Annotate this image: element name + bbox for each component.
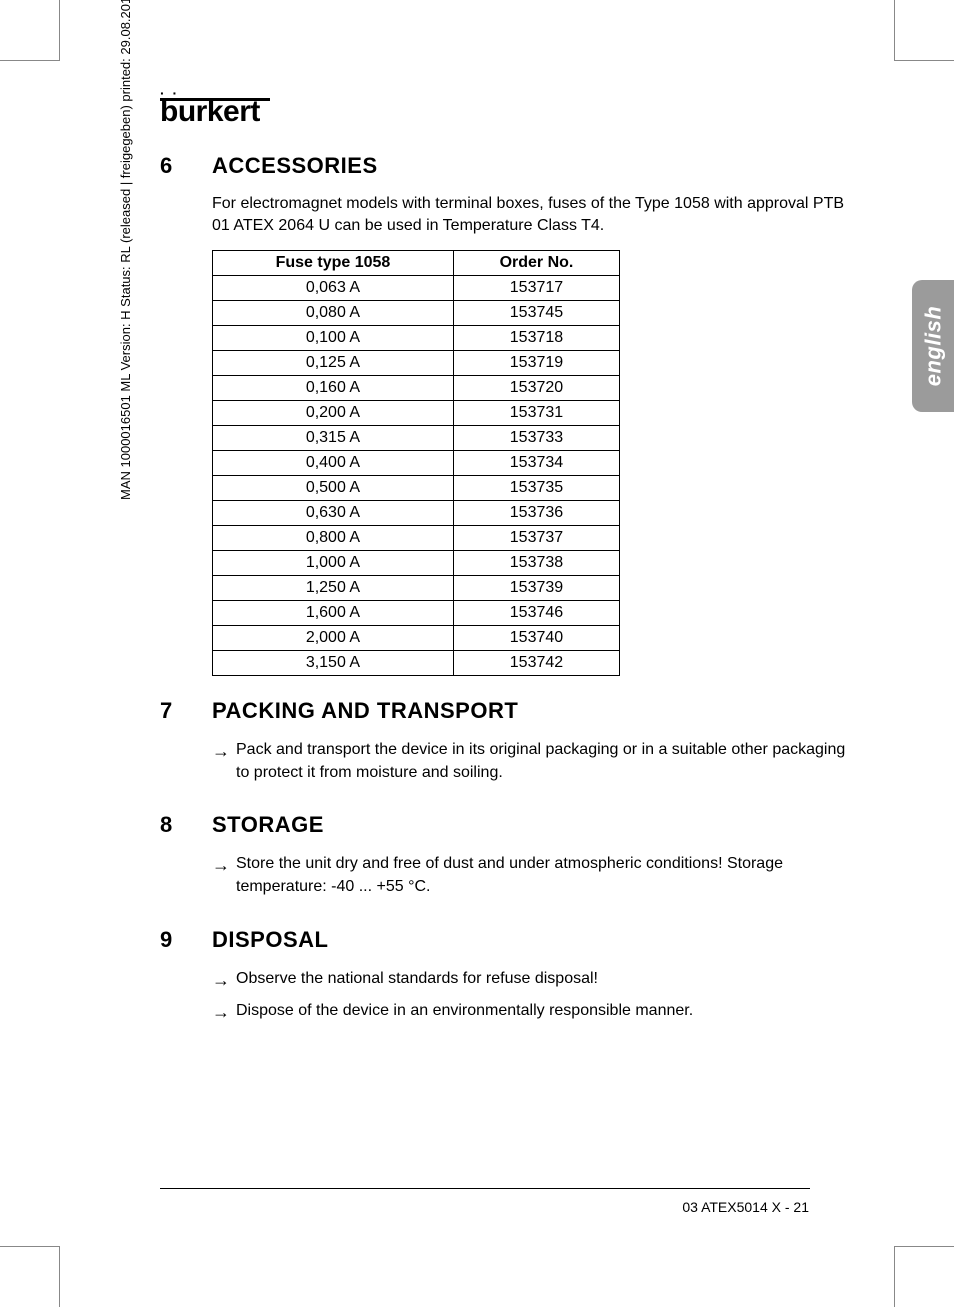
bullet-text: Observe the national standards for refus… xyxy=(236,967,598,993)
language-tab: english xyxy=(912,280,954,412)
table-cell: 153745 xyxy=(453,300,619,325)
language-tab-label: english xyxy=(920,306,946,387)
table-cell: 0,500 A xyxy=(213,475,454,500)
table-cell: 153735 xyxy=(453,475,619,500)
table-row: 0,400 A153734 xyxy=(213,450,620,475)
table-cell: 0,063 A xyxy=(213,275,454,300)
table-cell: 0,200 A xyxy=(213,400,454,425)
section-number: 7 xyxy=(160,698,212,790)
table-cell: 153746 xyxy=(453,600,619,625)
table-row: 1,000 A153738 xyxy=(213,550,620,575)
table-cell: 0,315 A xyxy=(213,425,454,450)
section-title: PACKING AND TRANSPORT xyxy=(212,698,860,724)
arrow-icon: → xyxy=(212,999,236,1025)
bullet-text: Pack and transport the device in its ori… xyxy=(236,738,860,784)
page-footer: 03 ATEX5014 X - 21 xyxy=(682,1199,809,1215)
table-cell: 153717 xyxy=(453,275,619,300)
section-title: ACCESSORIES xyxy=(212,153,860,179)
section-disposal: 9 DISPOSAL →Observe the national standar… xyxy=(160,927,860,1031)
crop-mark xyxy=(894,1246,954,1247)
table-row: 0,800 A153737 xyxy=(213,525,620,550)
table-row: 3,150 A153742 xyxy=(213,650,620,675)
table-cell: 0,080 A xyxy=(213,300,454,325)
table-cell: 3,150 A xyxy=(213,650,454,675)
table-row: 0,080 A153745 xyxy=(213,300,620,325)
section-number: 8 xyxy=(160,812,212,904)
table-row: 0,160 A153720 xyxy=(213,375,620,400)
crop-mark xyxy=(0,60,60,61)
arrow-icon: → xyxy=(212,738,236,784)
section-accessories: 6 ACCESSORIES For electromagnet models w… xyxy=(160,153,860,676)
section-title: STORAGE xyxy=(212,812,860,838)
table-cell: 153718 xyxy=(453,325,619,350)
crop-mark xyxy=(894,0,912,60)
table-cell: 153740 xyxy=(453,625,619,650)
crop-mark xyxy=(42,1247,60,1307)
section-number: 9 xyxy=(160,927,212,1031)
bullet-item: →Observe the national standards for refu… xyxy=(212,967,860,993)
table-header: Fuse type 1058 xyxy=(213,250,454,275)
table-cell: 1,250 A xyxy=(213,575,454,600)
table-cell: 0,630 A xyxy=(213,500,454,525)
table-cell: 153742 xyxy=(453,650,619,675)
page-content: burkert 6 ACCESSORIES For electromagnet … xyxy=(160,95,860,1053)
table-row: 0,125 A153719 xyxy=(213,350,620,375)
bullet-item: →Dispose of the device in an environment… xyxy=(212,999,860,1025)
table-row: 0,200 A153731 xyxy=(213,400,620,425)
table-cell: 0,100 A xyxy=(213,325,454,350)
table-row: 0,315 A153733 xyxy=(213,425,620,450)
table-cell: 1,000 A xyxy=(213,550,454,575)
arrow-icon: → xyxy=(212,852,236,898)
table-cell: 0,400 A xyxy=(213,450,454,475)
section-storage: 8 STORAGE →Store the unit dry and free o… xyxy=(160,812,860,904)
table-row: 0,500 A153735 xyxy=(213,475,620,500)
table-row: 2,000 A153740 xyxy=(213,625,620,650)
table-cell: 153734 xyxy=(453,450,619,475)
table-cell: 153720 xyxy=(453,375,619,400)
table-row: 1,250 A153739 xyxy=(213,575,620,600)
bullet-item: →Pack and transport the device in its or… xyxy=(212,738,860,784)
brand-logo: burkert xyxy=(160,95,260,129)
table-cell: 153736 xyxy=(453,500,619,525)
fuse-table: Fuse type 1058Order No. 0,063 A1537170,0… xyxy=(212,250,620,676)
table-cell: 153733 xyxy=(453,425,619,450)
table-row: 0,630 A153736 xyxy=(213,500,620,525)
section-packing: 7 PACKING AND TRANSPORT →Pack and transp… xyxy=(160,698,860,790)
crop-mark xyxy=(0,1246,60,1247)
table-row: 0,063 A153717 xyxy=(213,275,620,300)
table-cell: 0,800 A xyxy=(213,525,454,550)
table-header: Order No. xyxy=(453,250,619,275)
crop-mark xyxy=(894,60,954,61)
bullet-text: Dispose of the device in an environmenta… xyxy=(236,999,693,1025)
crop-mark xyxy=(894,1247,912,1307)
table-cell: 153731 xyxy=(453,400,619,425)
table-cell: 2,000 A xyxy=(213,625,454,650)
section-number: 6 xyxy=(160,153,212,676)
crop-mark xyxy=(42,0,60,60)
section-intro: For electromagnet models with terminal b… xyxy=(212,193,860,238)
table-cell: 153719 xyxy=(453,350,619,375)
table-cell: 153739 xyxy=(453,575,619,600)
side-meta-text: MAN 1000016501 ML Version: H Status: RL … xyxy=(118,0,133,500)
table-cell: 0,160 A xyxy=(213,375,454,400)
arrow-icon: → xyxy=(212,967,236,993)
table-cell: 153738 xyxy=(453,550,619,575)
bullet-text: Store the unit dry and free of dust and … xyxy=(236,852,860,898)
table-cell: 0,125 A xyxy=(213,350,454,375)
table-row: 1,600 A153746 xyxy=(213,600,620,625)
bullet-item: →Store the unit dry and free of dust and… xyxy=(212,852,860,898)
footer-rule xyxy=(160,1188,810,1189)
section-title: DISPOSAL xyxy=(212,927,860,953)
table-cell: 153737 xyxy=(453,525,619,550)
table-row: 0,100 A153718 xyxy=(213,325,620,350)
table-cell: 1,600 A xyxy=(213,600,454,625)
